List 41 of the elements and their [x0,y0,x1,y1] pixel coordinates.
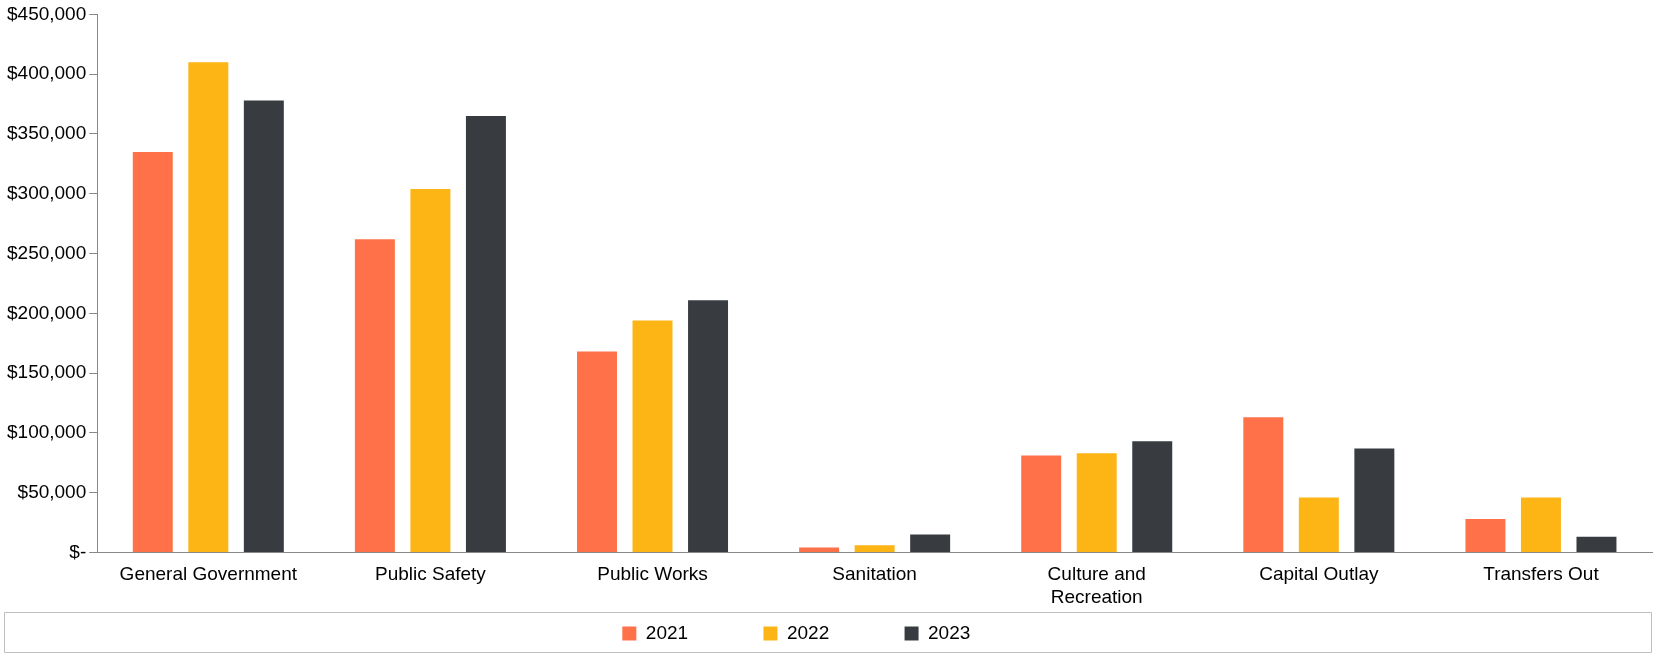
x-tick-label: Culture and Recreation [1047,563,1146,607]
x-tick-label: Capital Outlay [1259,563,1379,585]
bar [1354,448,1395,552]
bar [1132,441,1173,552]
y-tick-label: $150,000 [7,361,87,383]
y-tick-label: $300,000 [7,181,87,203]
bar [354,239,395,552]
bar [243,100,284,552]
bar [1465,518,1506,552]
legend-label: 2022 [786,621,893,643]
y-tick-label: $350,000 [7,122,87,144]
bar [688,300,729,552]
bar [910,534,951,552]
y-tick-label: $450,000 [7,2,87,24]
bar [1243,417,1284,552]
bar [1298,497,1339,552]
x-tick-label: Public Works [597,563,708,585]
bar [1576,536,1617,552]
bar [410,188,451,552]
x-tick-label: Transfers Out [1483,563,1600,585]
y-tick-label: $50,000 [17,480,87,502]
bar [188,62,229,552]
bar [1520,497,1561,552]
y-tick-label: $400,000 [7,62,87,84]
bar [1076,453,1117,552]
x-tick-label: General Government [119,563,298,585]
y-tick-label: $100,000 [7,421,87,443]
x-tick-label: Sanitation [832,563,917,585]
legend-label: 2023 [928,621,1034,643]
bar [854,545,895,552]
y-tick-label: $250,000 [7,241,87,263]
bar [1021,455,1062,552]
legend-label: 2021 [645,621,752,643]
bar [799,547,840,552]
y-tick-label: $- [69,540,87,562]
bar [577,351,617,552]
y-tick-label: $200,000 [7,301,87,323]
x-tick-label: Public Safety [374,563,487,585]
bar [132,151,173,552]
bar [632,320,673,552]
bar [465,116,506,552]
